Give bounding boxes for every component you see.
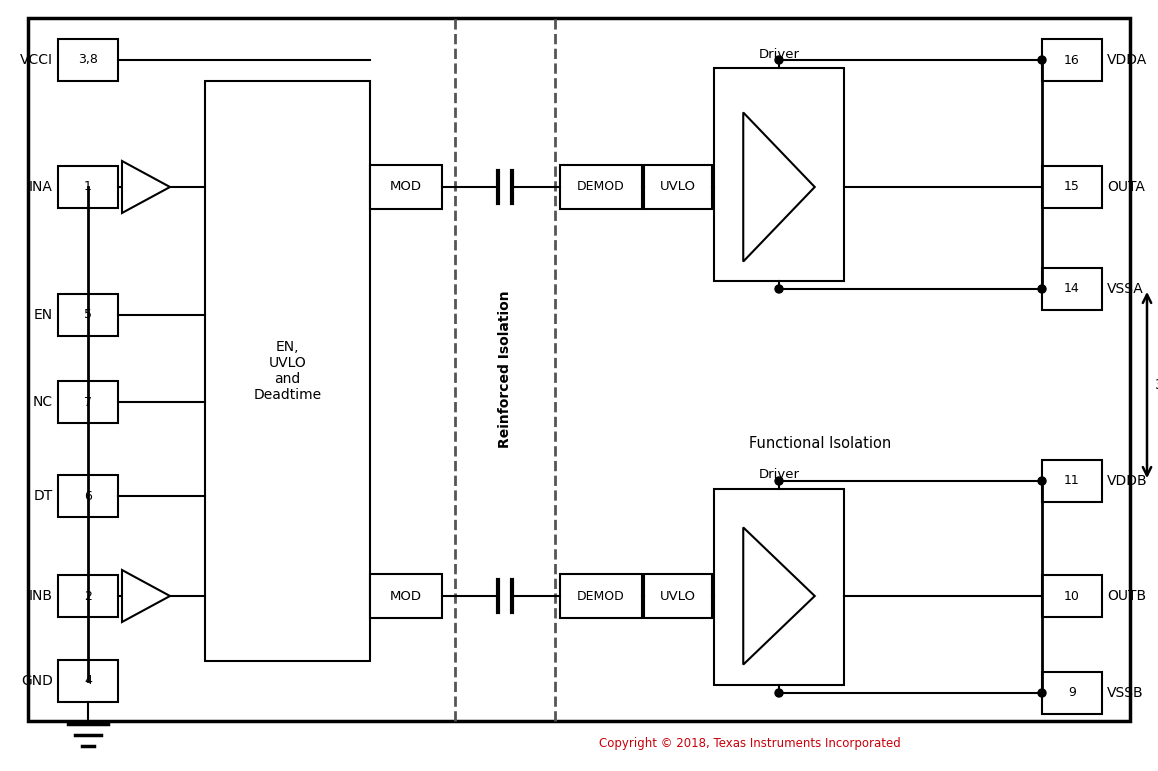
Text: 15: 15: [1064, 180, 1080, 194]
Text: EN,
UVLO
and
Deadtime: EN, UVLO and Deadtime: [254, 340, 322, 402]
Text: VSSB: VSSB: [1107, 686, 1144, 700]
Polygon shape: [122, 570, 170, 622]
Circle shape: [1038, 689, 1046, 697]
Polygon shape: [743, 113, 815, 261]
FancyBboxPatch shape: [58, 166, 118, 208]
Text: DEMOD: DEMOD: [577, 180, 625, 194]
Circle shape: [775, 477, 783, 485]
Circle shape: [1038, 477, 1046, 485]
FancyBboxPatch shape: [555, 356, 1085, 531]
FancyBboxPatch shape: [58, 39, 118, 81]
Text: 1: 1: [85, 180, 91, 194]
FancyBboxPatch shape: [560, 165, 642, 209]
Text: VSSA: VSSA: [1107, 282, 1144, 296]
Text: 3,8: 3,8: [78, 53, 98, 66]
FancyBboxPatch shape: [1042, 460, 1102, 502]
Text: INB: INB: [29, 589, 53, 603]
Text: INA: INA: [29, 180, 53, 194]
FancyBboxPatch shape: [58, 575, 118, 617]
Text: OUTA: OUTA: [1107, 180, 1145, 194]
Text: Driver: Driver: [758, 469, 799, 482]
Text: 10: 10: [1064, 590, 1080, 602]
Circle shape: [775, 689, 783, 697]
Polygon shape: [743, 527, 815, 665]
Text: DEMOD: DEMOD: [577, 590, 625, 602]
Text: MOD: MOD: [390, 590, 422, 602]
FancyBboxPatch shape: [58, 475, 118, 517]
Text: 7: 7: [85, 396, 91, 409]
FancyBboxPatch shape: [644, 165, 712, 209]
Circle shape: [1038, 56, 1046, 64]
Polygon shape: [122, 161, 170, 213]
Text: 9: 9: [1068, 686, 1076, 699]
FancyBboxPatch shape: [714, 489, 844, 685]
Text: DT: DT: [34, 489, 53, 503]
Text: 16: 16: [1064, 53, 1080, 66]
Text: GND: GND: [21, 674, 53, 688]
FancyBboxPatch shape: [371, 574, 442, 618]
Text: EN: EN: [34, 308, 53, 322]
FancyBboxPatch shape: [644, 574, 712, 618]
Text: 3.3mm: 3.3mm: [1155, 378, 1158, 392]
Text: 11: 11: [1064, 474, 1080, 487]
Circle shape: [775, 285, 783, 293]
Text: UVLO: UVLO: [660, 590, 696, 602]
Text: Reinforced Isolation: Reinforced Isolation: [498, 291, 512, 448]
FancyBboxPatch shape: [58, 381, 118, 423]
FancyBboxPatch shape: [28, 18, 1130, 721]
Text: 6: 6: [85, 490, 91, 503]
FancyBboxPatch shape: [371, 165, 442, 209]
Text: 5: 5: [85, 308, 91, 322]
Text: 14: 14: [1064, 282, 1080, 295]
FancyBboxPatch shape: [1042, 268, 1102, 310]
Text: VDDB: VDDB: [1107, 474, 1148, 488]
FancyBboxPatch shape: [1042, 575, 1102, 617]
FancyBboxPatch shape: [58, 660, 118, 702]
Circle shape: [1038, 285, 1046, 293]
FancyBboxPatch shape: [58, 294, 118, 336]
Text: Copyright © 2018, Texas Instruments Incorporated: Copyright © 2018, Texas Instruments Inco…: [599, 736, 901, 749]
Circle shape: [775, 56, 783, 64]
FancyBboxPatch shape: [560, 574, 642, 618]
FancyBboxPatch shape: [1042, 166, 1102, 208]
Text: UVLO: UVLO: [660, 180, 696, 194]
FancyBboxPatch shape: [714, 68, 844, 281]
Text: NC: NC: [32, 395, 53, 409]
Text: VCCI: VCCI: [20, 53, 53, 67]
Text: 4: 4: [85, 675, 91, 688]
Text: Functional Isolation: Functional Isolation: [749, 436, 892, 451]
Text: MOD: MOD: [390, 180, 422, 194]
Text: OUTB: OUTB: [1107, 589, 1146, 603]
Text: 2: 2: [85, 590, 91, 602]
FancyBboxPatch shape: [1042, 672, 1102, 714]
FancyBboxPatch shape: [455, 18, 555, 721]
FancyBboxPatch shape: [1042, 39, 1102, 81]
Text: VDDA: VDDA: [1107, 53, 1148, 67]
FancyBboxPatch shape: [205, 81, 371, 661]
Text: Driver: Driver: [758, 48, 799, 60]
